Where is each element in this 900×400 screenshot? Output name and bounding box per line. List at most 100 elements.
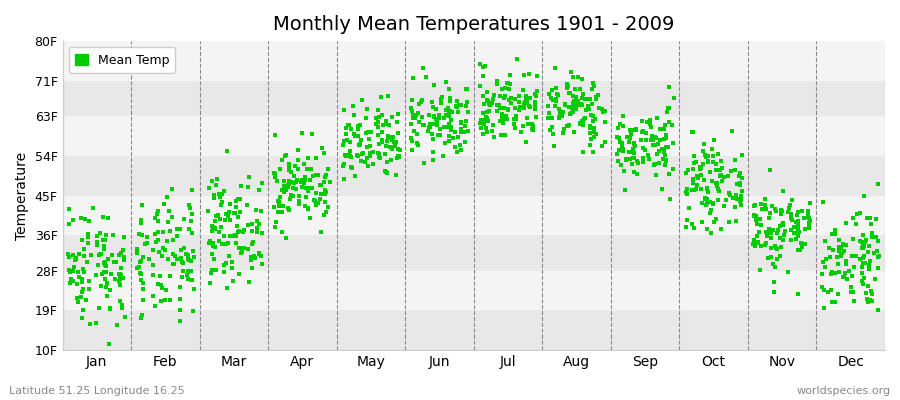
Point — [802, 225, 816, 231]
Point — [242, 278, 256, 285]
Point — [623, 156, 637, 162]
Point — [838, 220, 852, 226]
Point — [220, 284, 234, 291]
Point — [480, 89, 494, 95]
Point — [244, 256, 258, 263]
Point — [621, 149, 635, 156]
Point — [215, 191, 230, 198]
Point — [209, 181, 223, 188]
Point — [735, 152, 750, 158]
Point — [761, 215, 776, 222]
Point — [583, 122, 598, 129]
Point — [276, 202, 291, 209]
Point — [320, 189, 334, 196]
Point — [863, 214, 878, 221]
Point — [222, 201, 237, 208]
Point — [97, 268, 112, 275]
Point — [626, 146, 641, 152]
Point — [784, 211, 798, 217]
Point — [563, 111, 578, 117]
Point — [371, 132, 385, 138]
Point — [777, 232, 791, 238]
Point — [382, 122, 397, 128]
Point — [405, 147, 419, 154]
Point — [77, 253, 92, 259]
Point — [648, 161, 662, 167]
Point — [734, 170, 748, 176]
Point — [750, 232, 764, 239]
Point — [146, 272, 160, 278]
Point — [699, 154, 714, 160]
Point — [252, 221, 266, 227]
Point — [616, 146, 630, 152]
Point — [572, 86, 587, 92]
Point — [75, 279, 89, 285]
Point — [212, 191, 226, 198]
Point — [705, 178, 719, 184]
Point — [790, 209, 805, 215]
Point — [309, 190, 323, 196]
Point — [93, 251, 107, 257]
Point — [769, 245, 783, 251]
Point — [432, 111, 446, 118]
Point — [284, 192, 298, 198]
Point — [170, 226, 184, 232]
Point — [252, 251, 266, 258]
Point — [541, 115, 555, 122]
Point — [817, 287, 832, 294]
Point — [578, 115, 592, 122]
Point — [822, 245, 836, 251]
Point — [405, 107, 419, 114]
Point — [528, 102, 543, 108]
Point — [871, 254, 886, 260]
Point — [220, 148, 234, 154]
Point — [492, 102, 507, 108]
Point — [407, 128, 421, 134]
Point — [372, 154, 386, 160]
Point — [274, 228, 289, 235]
Point — [473, 83, 488, 89]
Point — [440, 124, 454, 130]
Point — [205, 224, 220, 230]
Point — [460, 109, 474, 116]
Point — [521, 120, 535, 127]
Point — [422, 124, 436, 130]
Point — [652, 148, 667, 154]
Point — [610, 150, 625, 157]
Point — [784, 215, 798, 221]
Point — [863, 297, 878, 303]
Point — [296, 161, 310, 167]
Point — [419, 74, 434, 80]
Point — [406, 112, 420, 118]
Point — [274, 209, 289, 215]
Point — [184, 258, 199, 264]
Point — [687, 225, 701, 232]
Point — [545, 97, 560, 103]
Point — [68, 256, 82, 263]
Point — [300, 166, 314, 172]
Point — [212, 238, 226, 244]
Point — [700, 159, 715, 165]
Point — [382, 143, 397, 150]
Point — [768, 264, 782, 270]
Point — [477, 100, 491, 107]
Point — [616, 167, 631, 174]
Point — [791, 233, 806, 240]
Point — [140, 234, 154, 241]
Point — [82, 218, 96, 224]
Point — [498, 85, 512, 92]
Point — [834, 245, 849, 251]
Point — [760, 255, 775, 261]
Point — [685, 221, 699, 228]
Point — [153, 273, 167, 280]
Point — [62, 254, 77, 260]
Point — [490, 80, 504, 87]
Point — [444, 124, 458, 130]
Point — [379, 138, 393, 144]
Point — [458, 118, 473, 124]
Point — [839, 258, 853, 264]
Point — [98, 276, 112, 283]
Point — [276, 182, 291, 189]
Point — [134, 216, 148, 223]
Point — [339, 125, 354, 131]
